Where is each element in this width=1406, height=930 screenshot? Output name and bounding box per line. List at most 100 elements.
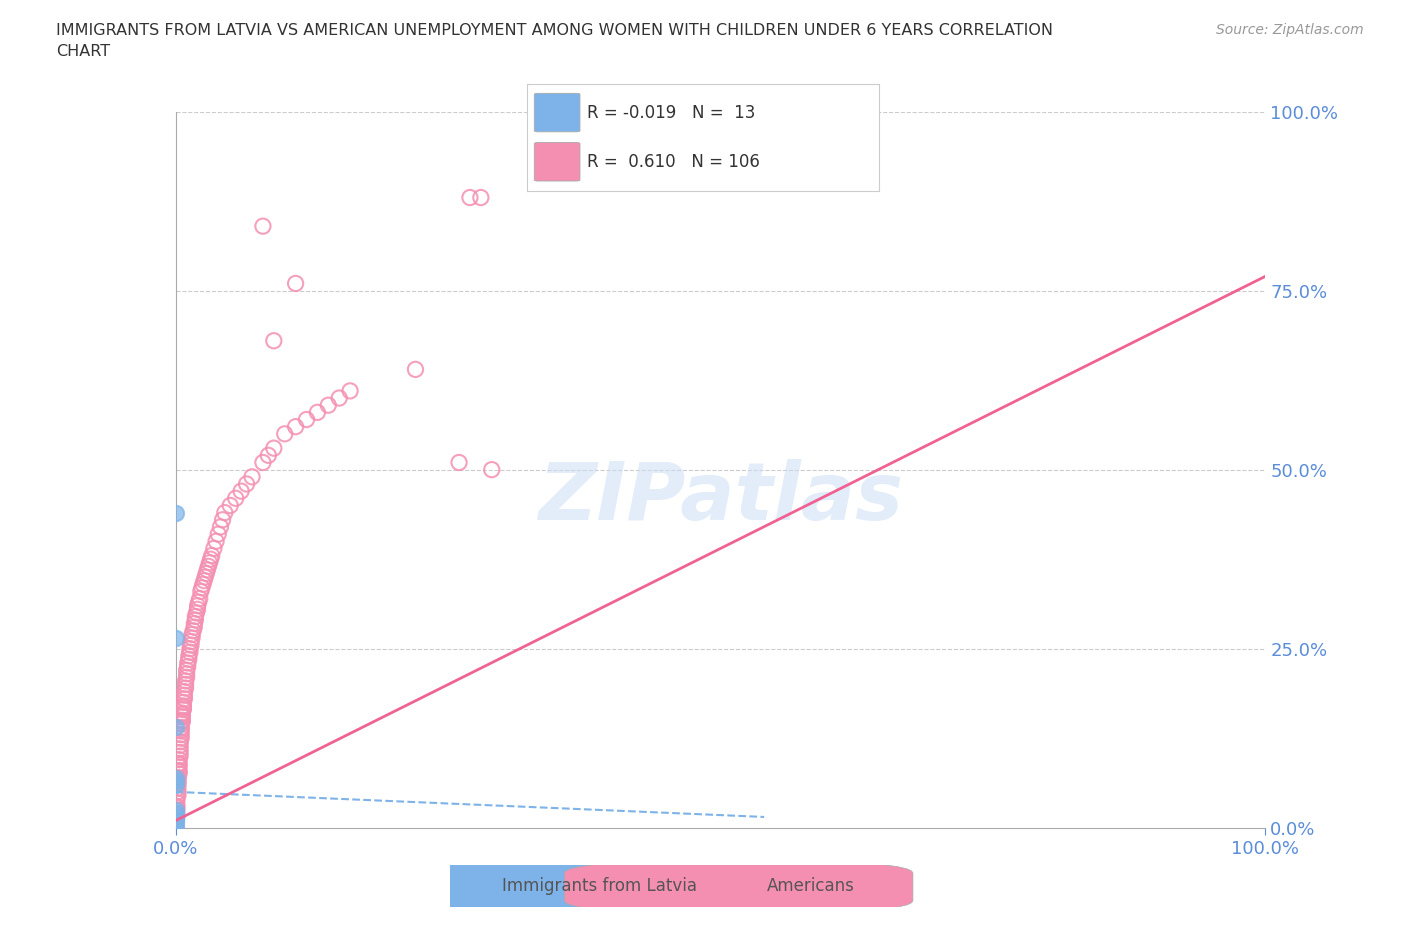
Point xyxy=(179,642,201,657)
Point xyxy=(263,333,285,348)
Point xyxy=(166,791,188,806)
Point xyxy=(219,498,242,513)
Point xyxy=(307,405,329,419)
Point xyxy=(165,806,187,821)
Point xyxy=(172,714,194,729)
Point xyxy=(173,688,195,703)
Point xyxy=(183,617,205,631)
Text: IMMIGRANTS FROM LATVIA VS AMERICAN UNEMPLOYMENT AMONG WOMEN WITH CHILDREN UNDER : IMMIGRANTS FROM LATVIA VS AMERICAN UNEMP… xyxy=(56,23,1053,60)
Point xyxy=(181,623,204,638)
Text: Source: ZipAtlas.com: Source: ZipAtlas.com xyxy=(1216,23,1364,37)
Point xyxy=(166,806,188,821)
Point xyxy=(193,573,215,588)
Point xyxy=(191,577,214,591)
Point xyxy=(458,190,481,205)
Point xyxy=(172,712,194,727)
Text: ZIPatlas: ZIPatlas xyxy=(538,459,903,538)
Point xyxy=(257,448,280,463)
Point xyxy=(166,799,188,814)
Point xyxy=(339,383,361,398)
Point xyxy=(211,512,233,527)
Point xyxy=(165,820,187,835)
Point xyxy=(165,813,187,828)
Point xyxy=(165,777,187,792)
Point xyxy=(169,749,191,764)
Point xyxy=(166,800,188,815)
Point xyxy=(177,648,200,663)
Point xyxy=(198,555,221,570)
Point xyxy=(447,455,470,470)
Text: R =  0.610   N = 106: R = 0.610 N = 106 xyxy=(588,153,759,171)
Point xyxy=(167,785,190,800)
Point xyxy=(191,580,214,595)
Point xyxy=(172,707,194,722)
Point xyxy=(240,470,263,485)
Point xyxy=(172,700,194,715)
Point xyxy=(165,631,187,645)
Point xyxy=(200,551,222,566)
Point xyxy=(284,419,307,434)
Point xyxy=(167,781,190,796)
Point xyxy=(170,727,193,742)
FancyBboxPatch shape xyxy=(534,93,581,132)
Point xyxy=(179,644,201,659)
FancyBboxPatch shape xyxy=(299,861,648,913)
Point xyxy=(187,594,209,609)
Point xyxy=(165,817,187,831)
Point xyxy=(176,666,198,681)
Point xyxy=(165,817,187,831)
Point xyxy=(181,631,204,645)
Point xyxy=(167,776,190,790)
Point xyxy=(207,526,229,541)
Point xyxy=(167,757,190,772)
Point xyxy=(170,722,193,737)
Point xyxy=(176,663,198,678)
Point xyxy=(166,809,188,824)
Point xyxy=(202,541,225,556)
Point xyxy=(165,720,187,735)
Point xyxy=(183,619,205,634)
Point xyxy=(165,774,187,789)
Point xyxy=(167,774,190,789)
Point xyxy=(295,412,318,427)
Point xyxy=(235,476,257,491)
Point xyxy=(184,613,207,628)
Point xyxy=(167,756,190,771)
Point xyxy=(225,491,247,506)
Point xyxy=(170,731,193,746)
Point xyxy=(167,772,190,787)
Point xyxy=(177,659,200,674)
FancyBboxPatch shape xyxy=(564,861,912,913)
Text: Immigrants from Latvia: Immigrants from Latvia xyxy=(502,877,697,895)
FancyBboxPatch shape xyxy=(534,142,581,181)
Point xyxy=(167,777,190,792)
Point xyxy=(209,520,232,535)
Point xyxy=(470,190,492,205)
Point xyxy=(197,559,219,574)
Point xyxy=(174,681,197,696)
Point xyxy=(165,812,187,827)
Point xyxy=(328,391,350,405)
Point xyxy=(176,670,198,684)
Point xyxy=(174,677,197,692)
Point xyxy=(252,219,274,233)
Point xyxy=(165,820,187,835)
Point xyxy=(172,695,194,710)
Point xyxy=(405,362,427,377)
Point xyxy=(186,605,208,620)
Point xyxy=(184,609,207,624)
Point xyxy=(166,795,188,810)
Point xyxy=(284,276,307,291)
Point xyxy=(173,684,195,699)
Point xyxy=(165,809,187,824)
Point xyxy=(167,763,190,777)
Point xyxy=(170,716,193,731)
Point xyxy=(274,426,297,441)
Point xyxy=(180,634,202,649)
Point xyxy=(195,566,218,581)
Point xyxy=(180,638,202,653)
Point xyxy=(167,760,190,775)
Point xyxy=(165,770,187,785)
Point xyxy=(195,563,218,578)
Point xyxy=(201,548,224,563)
